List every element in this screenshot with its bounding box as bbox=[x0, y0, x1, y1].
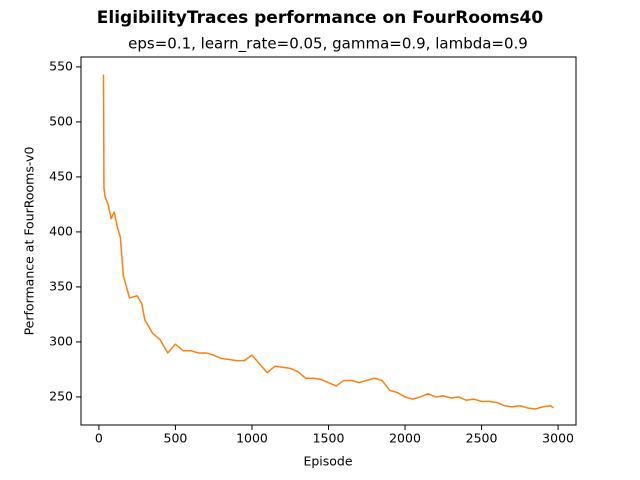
x-tick-label: 2500 bbox=[466, 431, 498, 446]
x-tick-label: 0 bbox=[95, 431, 103, 446]
chart-subtitle: eps=0.1, learn_rate=0.05, gamma=0.9, lam… bbox=[128, 35, 528, 54]
x-tick-label: 1500 bbox=[313, 431, 345, 446]
x-tick-label: 1000 bbox=[236, 431, 268, 446]
data-line bbox=[102, 74, 554, 410]
x-axis-label: Episode bbox=[303, 454, 352, 469]
y-tick-label: 250 bbox=[49, 388, 73, 403]
y-axis-label: Performance at FourRooms-v0 bbox=[22, 147, 37, 336]
chart-title: EligibilityTraces performance on FourRoo… bbox=[97, 8, 544, 28]
x-tick-label: 2000 bbox=[389, 431, 421, 446]
y-tick-label: 300 bbox=[49, 333, 73, 348]
x-tick-label: 500 bbox=[164, 431, 188, 446]
y-tick-label: 550 bbox=[49, 58, 73, 73]
y-tick-label: 350 bbox=[49, 278, 73, 293]
y-tick-label: 400 bbox=[49, 223, 73, 238]
x-tick-label: 3000 bbox=[542, 431, 574, 446]
y-tick-label: 500 bbox=[49, 113, 73, 128]
y-tick-label: 450 bbox=[49, 168, 73, 183]
